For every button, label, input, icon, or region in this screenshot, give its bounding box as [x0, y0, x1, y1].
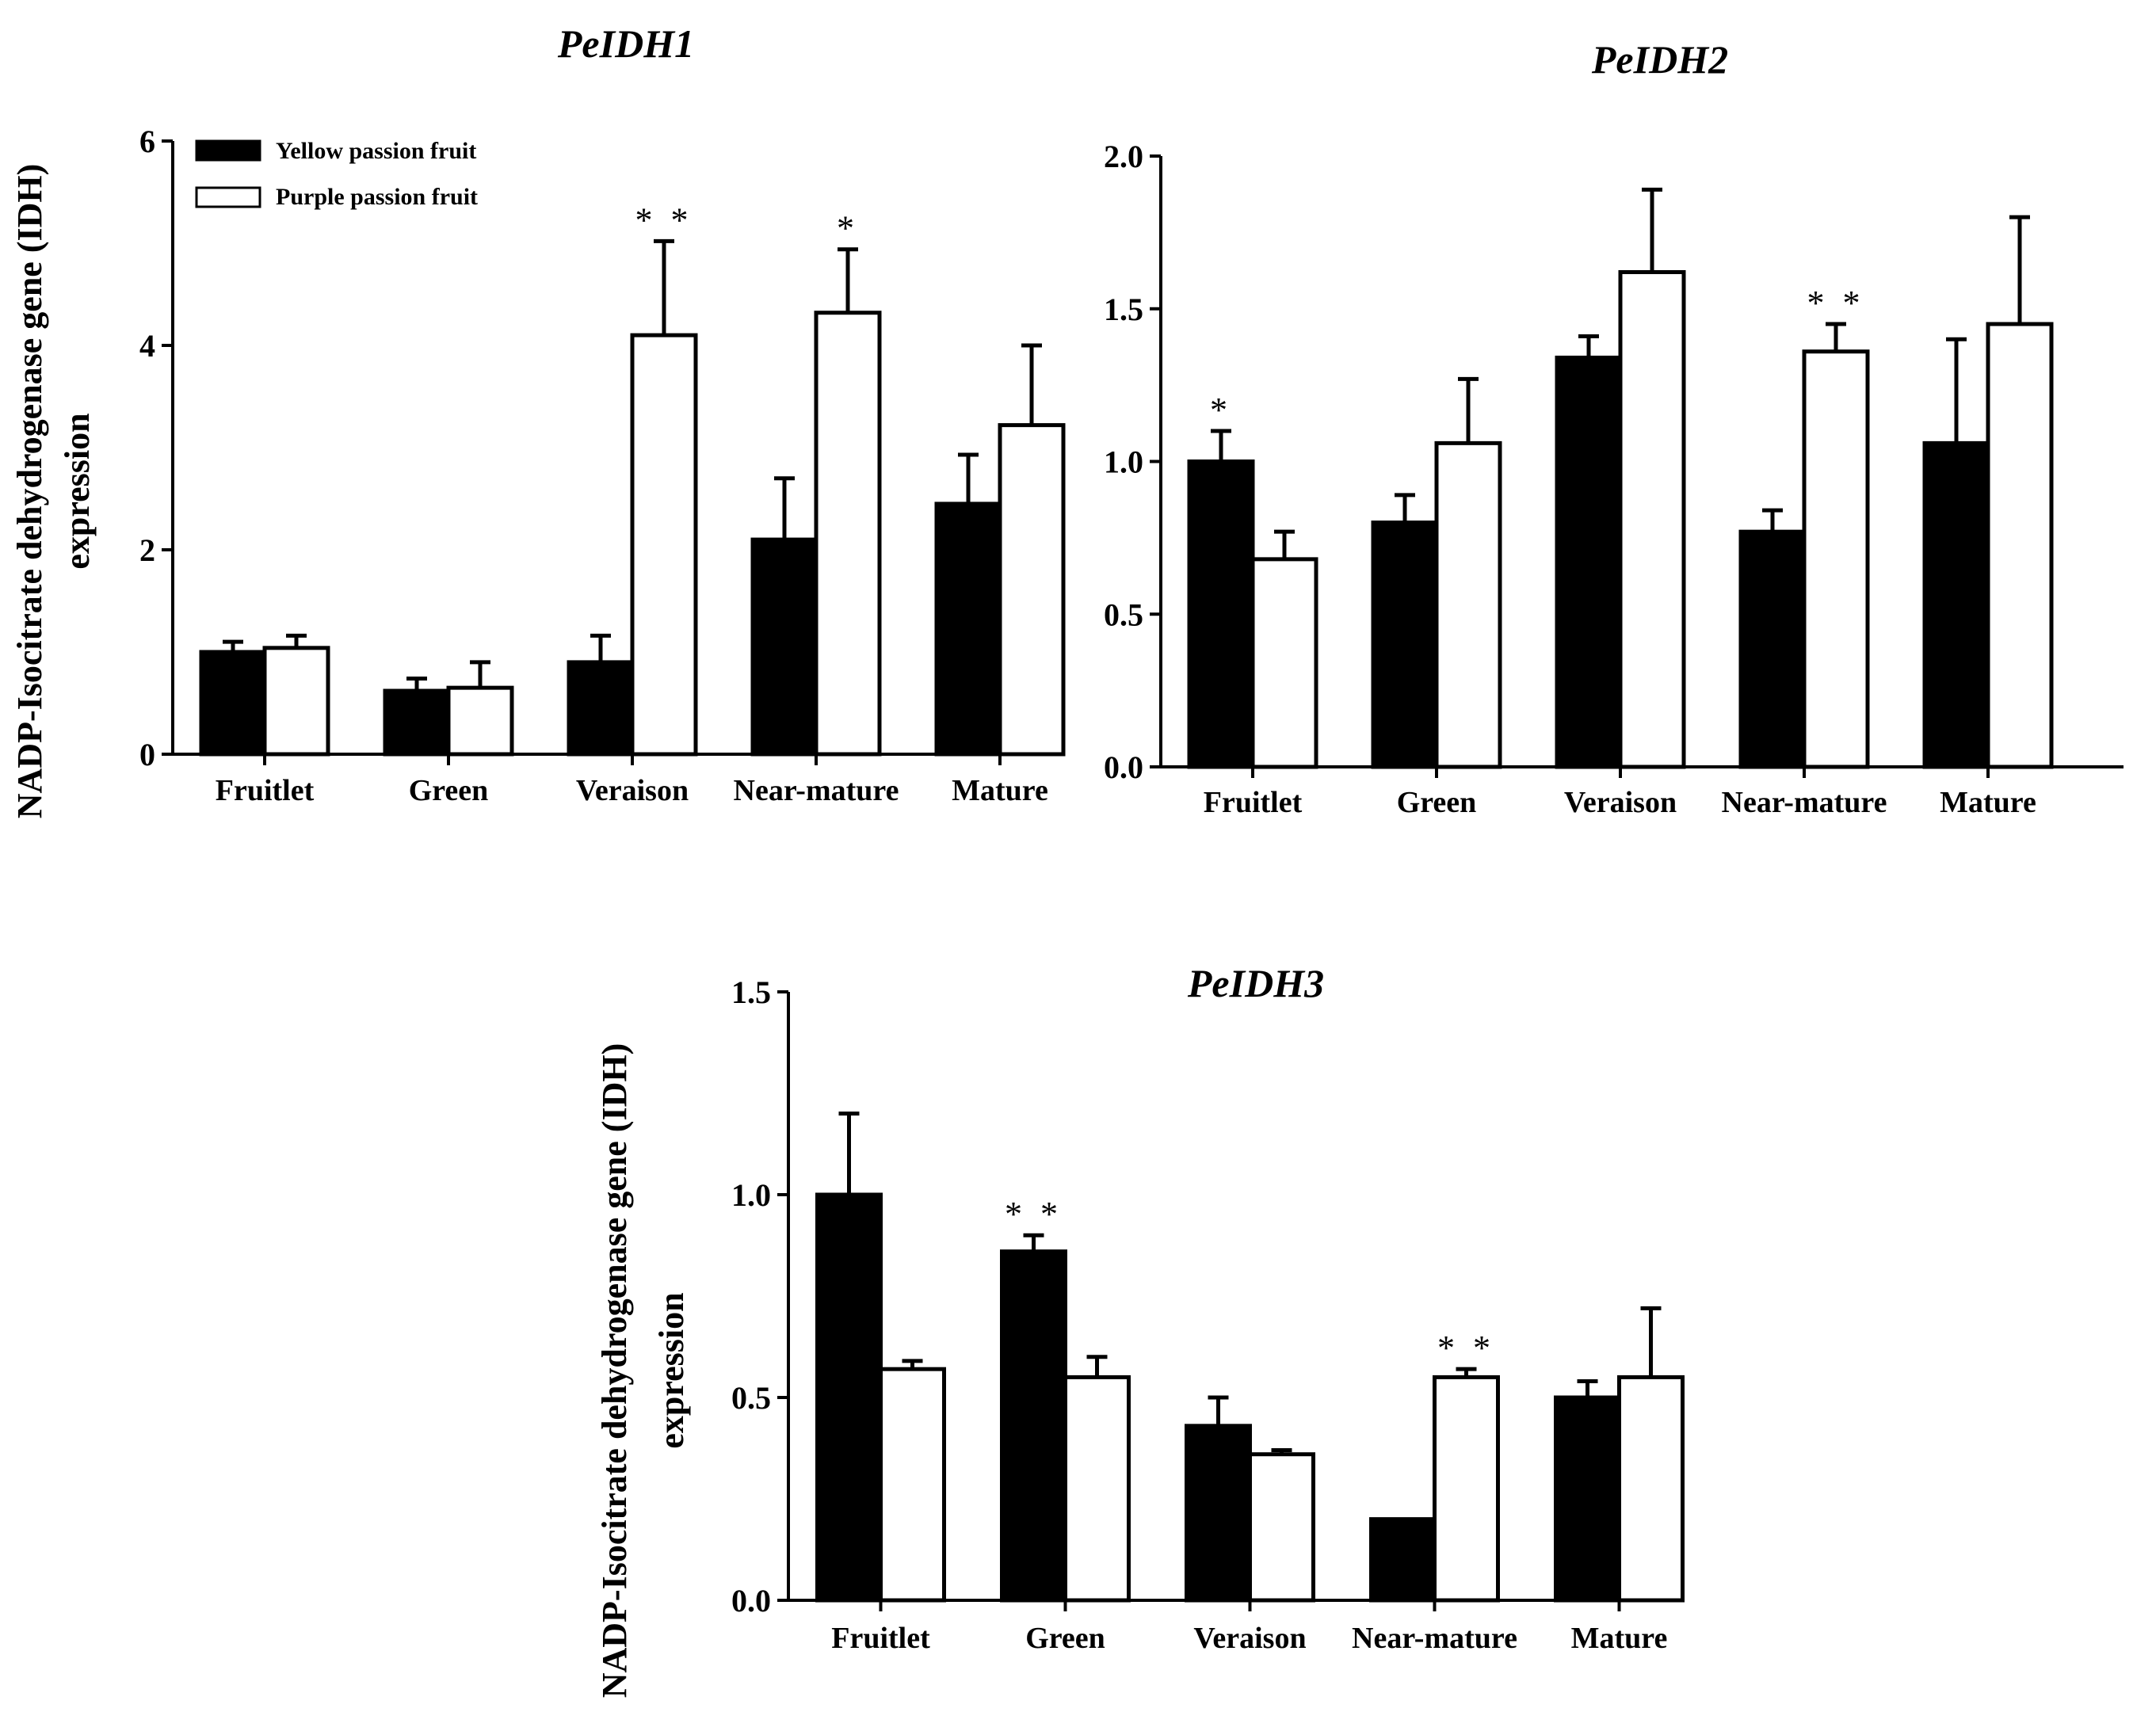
chart-PeIDH3: PeIDH3 NADP-Isocitrate dehydrogenase gene… [595, 961, 1685, 1699]
bar-purple [1802, 349, 1870, 769]
bar-purple [1433, 1375, 1500, 1603]
legend: Yellow passion fruit Purple passion frui… [195, 138, 478, 210]
y-tick-label: 2.0 [1104, 139, 1143, 174]
y-tick-label: 2 [139, 532, 155, 568]
x-tick-label: Mature [952, 774, 1048, 807]
y-axis-label-line: NADP-Isocitrate dehydrogenase gene (IDH) [10, 164, 49, 819]
bar-purple [446, 685, 514, 757]
y-tick-label: 0.0 [1104, 749, 1143, 785]
bar-purple [1986, 322, 2054, 769]
bar-yellow [1554, 1395, 1621, 1603]
bar-yellow [1187, 459, 1255, 769]
legend-label-yellow: Yellow passion fruit [276, 138, 476, 164]
y-axis-label-line: NADP-Isocitrate dehydrogenase gene (IDH) [595, 1043, 634, 1699]
bar-yellow [383, 688, 451, 757]
y-tick-label: 0.5 [731, 1380, 771, 1416]
chart-title: PeIDH1 [557, 21, 694, 66]
bar-purple [262, 646, 330, 757]
bar-yellow [567, 660, 635, 757]
bar-purple [1250, 557, 1318, 769]
y-tick-label: 1.0 [1104, 444, 1143, 480]
chart-PeIDH1: PeIDH1 NADP-Isocitrate dehydrogenase gene… [10, 21, 1066, 819]
bar-purple [630, 333, 698, 757]
y-tick-label: 1.5 [731, 974, 771, 1010]
y-tick-label: 1.0 [731, 1177, 771, 1213]
chart-title: PeIDH2 [1591, 37, 1728, 82]
significance-mark: * * [1437, 1329, 1495, 1367]
bar-yellow [1185, 1424, 1252, 1603]
y-tick-label: 0 [139, 737, 155, 772]
y-tick-label: 6 [139, 124, 155, 159]
chart-PeIDH2: PeIDH2 0.0 0.5 1.0 1.5 2.0 Fruitlet Green Verais… [1104, 37, 2124, 819]
y-axis-label-line: expression [652, 1292, 691, 1448]
bar-yellow [815, 1192, 883, 1603]
bar-purple [1248, 1452, 1315, 1603]
y-tick-label: 0.0 [731, 1583, 771, 1619]
significance-mark: * * [1005, 1195, 1063, 1233]
y-tick-label: 1.5 [1104, 292, 1143, 327]
bar-purple [1434, 440, 1502, 769]
bar-yellow [1555, 355, 1623, 769]
bar-yellow [1371, 520, 1439, 769]
significance-mark: * * [635, 200, 693, 239]
bar-purple [879, 1367, 946, 1603]
x-tick-label: Green [409, 774, 489, 807]
bar-purple [814, 311, 882, 757]
x-tick-label: Veraison [1564, 786, 1677, 819]
x-tick-label: Green [1025, 1622, 1105, 1655]
chart-title: PeIDH3 [1187, 961, 1324, 1005]
significance-mark: * [837, 209, 859, 248]
legend-label-purple: Purple passion fruit [276, 184, 478, 210]
legend-swatch-purple [195, 186, 261, 208]
bar-purple [1617, 1375, 1685, 1603]
bar-yellow [1738, 529, 1807, 769]
bar-yellow [750, 537, 819, 757]
bar-yellow [199, 650, 267, 757]
bar-yellow [1000, 1249, 1067, 1603]
bar-purple [1618, 269, 1686, 769]
x-tick-label: Fruitlet [831, 1622, 930, 1655]
y-tick-label: 4 [139, 328, 155, 364]
x-tick-label: Veraison [576, 774, 689, 807]
x-tick-label: Near-mature [1722, 786, 1887, 819]
y-tick-label: 0.5 [1104, 597, 1143, 632]
x-tick-label: Green [1397, 786, 1477, 819]
bar-yellow [934, 501, 1002, 757]
x-tick-label: Fruitlet [216, 774, 315, 807]
significance-mark: * * [1807, 284, 1865, 322]
x-tick-label: Veraison [1193, 1622, 1306, 1655]
legend-swatch-yellow [195, 139, 261, 162]
x-tick-label: Near-mature [734, 774, 899, 807]
x-tick-label: Mature [1940, 786, 2036, 819]
bar-yellow [1922, 440, 1990, 769]
x-tick-label: Near-mature [1352, 1622, 1517, 1655]
bar-yellow [1369, 1517, 1437, 1603]
significance-mark: * [1210, 391, 1232, 429]
x-tick-label: Fruitlet [1204, 786, 1303, 819]
bar-purple [1063, 1375, 1131, 1603]
x-tick-label: Mature [1571, 1622, 1668, 1655]
y-axis-label-line: expression [58, 413, 97, 569]
bar-purple [998, 423, 1066, 757]
